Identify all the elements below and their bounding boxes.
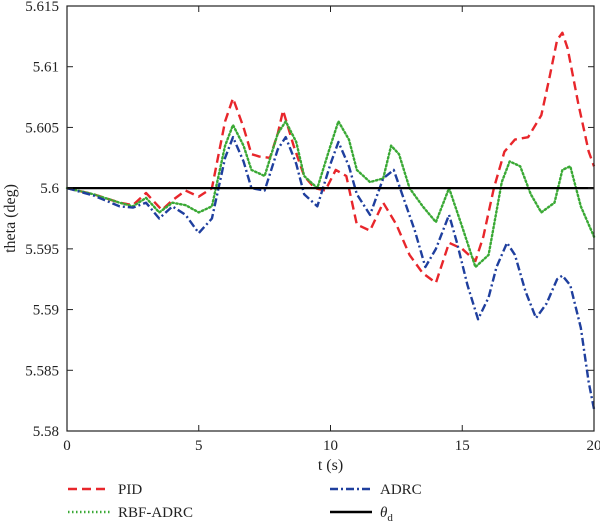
y-tick-label: 5.59	[33, 303, 59, 319]
x-tick-label: 5	[195, 438, 203, 454]
x-tick-label: 20	[587, 438, 600, 454]
x-tick-label: 10	[323, 438, 338, 454]
series-line-pid	[66, 31, 596, 285]
plot-series-group	[65, 31, 596, 410]
legend-label-1: PID	[118, 482, 142, 498]
legend: PID RBF-ADRC ADRC θd	[68, 482, 422, 524]
legend-label-4: θd	[380, 505, 393, 524]
axis-ticks-group: 0 5 10 15 20 5.58 5.585 5.59 5.595 5.6 5.605 5.61 5.…	[25, 0, 600, 454]
x-tick-label: 15	[455, 438, 470, 454]
x-axis-label: t (s)	[318, 457, 343, 474]
x-tick-label: 0	[63, 438, 71, 454]
series-line-adrc	[66, 135, 596, 410]
y-axis-label: theta (deg)	[2, 184, 19, 253]
plot-frame	[66, 5, 595, 432]
y-tick-label: 5.615	[25, 0, 59, 15]
y-tick-label: 5.605	[25, 120, 59, 136]
y-tick-label: 5.6	[40, 181, 59, 197]
y-tick-label: 5.595	[25, 242, 59, 258]
series-line-rbf-adrc	[65, 120, 596, 269]
legend-label-3: ADRC	[380, 482, 422, 498]
y-tick-label: 5.61	[33, 60, 59, 76]
legend-label-2: RBF-ADRC	[118, 505, 193, 521]
y-tick-label: 5.58	[33, 424, 59, 440]
y-tick-label: 5.585	[25, 363, 59, 379]
